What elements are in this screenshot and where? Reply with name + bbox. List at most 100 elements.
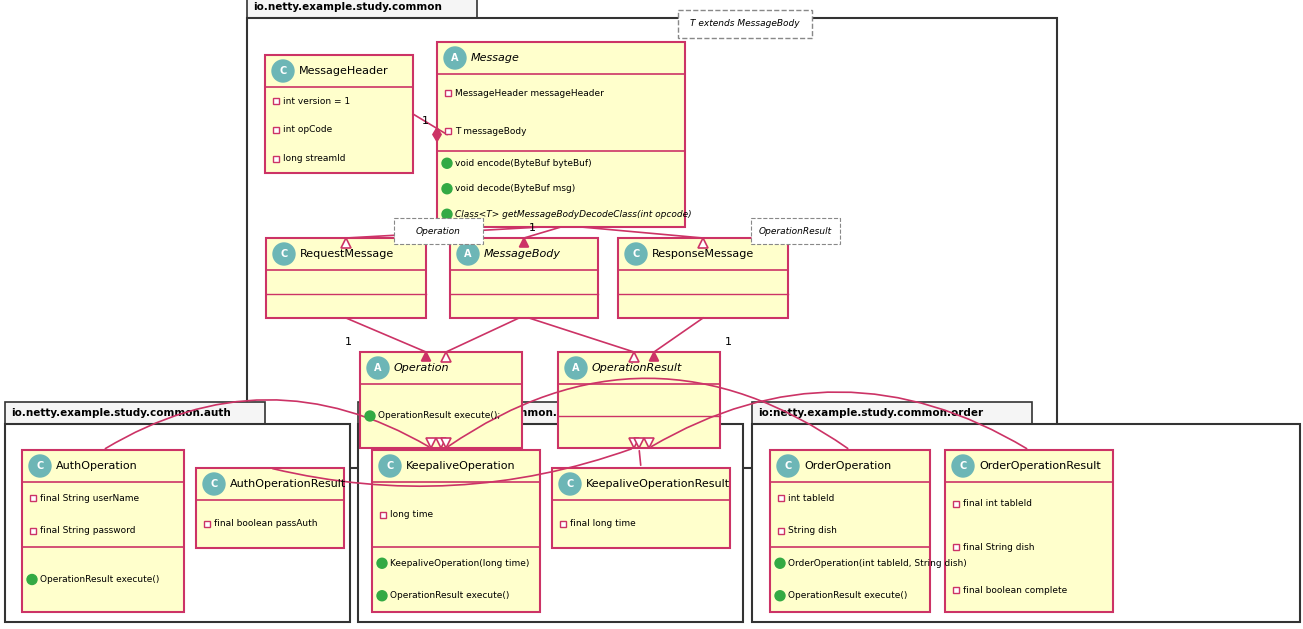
- Circle shape: [444, 47, 466, 69]
- Bar: [248, 0, 477, 18]
- Polygon shape: [698, 238, 708, 248]
- Circle shape: [566, 357, 586, 379]
- Text: io.netty.example.study.common.keepalive: io.netty.example.study.common.keepalive: [364, 408, 614, 418]
- Text: 1: 1: [345, 337, 352, 347]
- Bar: [446, 90, 451, 96]
- Bar: [952, 501, 959, 507]
- Circle shape: [775, 559, 784, 568]
- Bar: [5, 402, 265, 424]
- Text: io.netty.example.study.common.auth: io.netty.example.study.common.auth: [10, 408, 231, 418]
- FancyArrowPatch shape: [106, 400, 429, 448]
- Text: void decode(ByteBuf msg): void decode(ByteBuf msg): [455, 184, 575, 193]
- Text: KeepaliveOperationResult: KeepaliveOperationResult: [586, 479, 730, 489]
- Bar: [450, 238, 598, 318]
- FancyArrowPatch shape: [272, 449, 632, 486]
- Text: 1: 1: [421, 116, 429, 126]
- Circle shape: [379, 455, 401, 477]
- Text: Class<T> getMessageBodyDecodeClass(int opcode): Class<T> getMessageBodyDecodeClass(int o…: [455, 209, 692, 219]
- Bar: [560, 521, 566, 527]
- Text: RequestMessage: RequestMessage: [300, 249, 395, 259]
- Circle shape: [274, 243, 294, 265]
- Bar: [770, 450, 930, 612]
- Text: OperationResult execute(): OperationResult execute(): [390, 591, 509, 600]
- Text: OperationResult execute();: OperationResult execute();: [378, 411, 500, 421]
- Text: io.netty.example.study.common: io.netty.example.study.common: [253, 2, 442, 12]
- FancyArrowPatch shape: [640, 451, 641, 465]
- Polygon shape: [629, 438, 638, 448]
- Bar: [952, 544, 959, 550]
- Text: OperationResult execute(): OperationResult execute(): [788, 591, 907, 600]
- Circle shape: [777, 455, 799, 477]
- Circle shape: [377, 591, 387, 601]
- FancyArrowPatch shape: [652, 392, 1027, 448]
- Text: C: C: [36, 461, 43, 471]
- Text: int tableId: int tableId: [788, 494, 834, 503]
- Text: final String userName: final String userName: [40, 494, 139, 503]
- Bar: [265, 55, 413, 173]
- Circle shape: [203, 473, 225, 495]
- Text: A: A: [374, 363, 382, 373]
- Bar: [274, 98, 279, 104]
- Circle shape: [457, 243, 480, 265]
- Bar: [358, 424, 743, 622]
- Bar: [22, 450, 184, 612]
- Text: KeepaliveOperation: KeepaliveOperation: [407, 461, 516, 471]
- Circle shape: [272, 60, 294, 82]
- Circle shape: [952, 455, 975, 477]
- Bar: [371, 450, 539, 612]
- FancyArrowPatch shape: [448, 378, 848, 448]
- Text: A: A: [572, 363, 580, 373]
- Polygon shape: [421, 352, 430, 361]
- Text: T messageBody: T messageBody: [455, 127, 526, 136]
- Bar: [945, 450, 1113, 612]
- Text: C: C: [567, 479, 573, 489]
- Text: AuthOperation: AuthOperation: [56, 461, 138, 471]
- Bar: [5, 424, 351, 622]
- Text: final String password: final String password: [40, 526, 136, 535]
- Text: OrderOperation: OrderOperation: [804, 461, 891, 471]
- Bar: [30, 528, 36, 534]
- Text: C: C: [387, 461, 394, 471]
- Text: C: C: [959, 461, 967, 471]
- Text: OperationResult: OperationResult: [592, 363, 683, 373]
- Text: T extends MessageBody: T extends MessageBody: [691, 19, 800, 28]
- Circle shape: [559, 473, 581, 495]
- Text: C: C: [279, 66, 287, 76]
- Text: C: C: [632, 249, 640, 259]
- Circle shape: [625, 243, 648, 265]
- Circle shape: [29, 455, 51, 477]
- Bar: [558, 352, 721, 448]
- Polygon shape: [635, 438, 644, 448]
- FancyBboxPatch shape: [394, 218, 483, 244]
- Text: C: C: [280, 249, 288, 259]
- Polygon shape: [440, 352, 451, 362]
- Bar: [446, 128, 451, 135]
- Circle shape: [775, 591, 784, 601]
- Text: final boolean passAuth: final boolean passAuth: [214, 520, 318, 528]
- Polygon shape: [649, 352, 658, 361]
- Text: MessageBody: MessageBody: [483, 249, 562, 259]
- Text: OrderOperationResult: OrderOperationResult: [979, 461, 1101, 471]
- Text: final int tableId: final int tableId: [963, 499, 1032, 508]
- Text: long streamId: long streamId: [283, 154, 345, 163]
- Text: OperationResult execute(): OperationResult execute(): [40, 575, 159, 584]
- Text: C: C: [784, 461, 792, 471]
- Text: final boolean complete: final boolean complete: [963, 586, 1067, 595]
- Bar: [274, 127, 279, 133]
- Bar: [437, 42, 685, 227]
- Bar: [358, 402, 648, 424]
- FancyArrowPatch shape: [444, 448, 453, 450]
- FancyBboxPatch shape: [751, 218, 840, 244]
- Text: OperationResult: OperationResult: [758, 226, 833, 235]
- Bar: [274, 155, 279, 162]
- Bar: [195, 468, 344, 548]
- Text: int opCode: int opCode: [283, 126, 332, 135]
- Bar: [380, 511, 386, 518]
- Bar: [552, 468, 730, 548]
- Circle shape: [365, 411, 375, 421]
- Polygon shape: [437, 438, 446, 448]
- Polygon shape: [433, 128, 442, 142]
- Text: final String dish: final String dish: [963, 542, 1035, 552]
- Text: 1: 1: [529, 223, 536, 233]
- Polygon shape: [440, 438, 451, 448]
